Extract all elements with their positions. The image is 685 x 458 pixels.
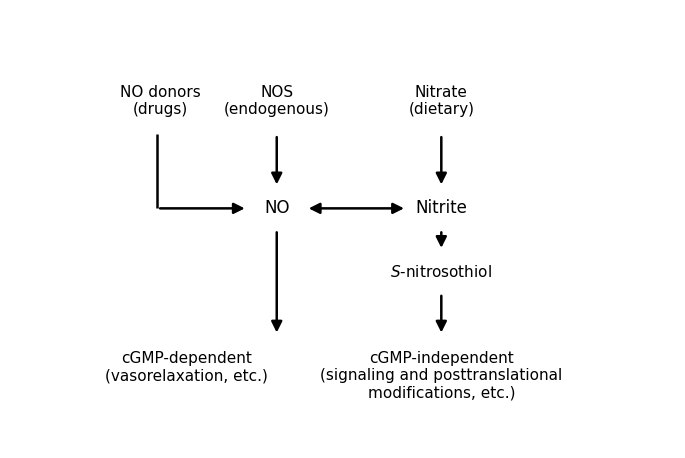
Text: Nitrate
(dietary): Nitrate (dietary) (408, 85, 474, 117)
Text: cGMP-dependent
(vasorelaxation, etc.): cGMP-dependent (vasorelaxation, etc.) (105, 351, 268, 383)
Text: NOS
(endogenous): NOS (endogenous) (224, 85, 329, 117)
Text: Nitrite: Nitrite (415, 199, 467, 218)
Text: NO: NO (264, 199, 290, 218)
Text: NO donors
(drugs): NO donors (drugs) (120, 85, 200, 117)
Text: cGMP-independent
(signaling and posttranslational
modifications, etc.): cGMP-independent (signaling and posttran… (320, 351, 562, 401)
Text: $\mathit{S}$-nitrosothiol: $\mathit{S}$-nitrosothiol (390, 264, 493, 280)
